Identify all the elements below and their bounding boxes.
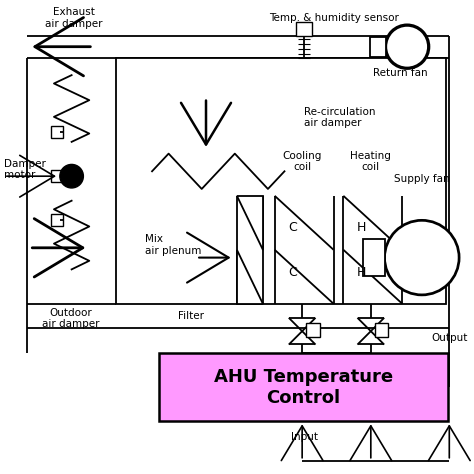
Text: Supply fan: Supply fan (394, 174, 450, 184)
Text: C: C (288, 221, 297, 234)
Polygon shape (237, 196, 263, 250)
Circle shape (385, 25, 428, 68)
Text: H: H (356, 221, 366, 234)
Text: Heating
coil: Heating coil (350, 151, 391, 172)
Bar (159, 353, 448, 421)
Text: Damper
motor: Damper motor (4, 158, 46, 180)
Bar (51, 214, 63, 226)
Bar (375, 323, 389, 337)
Text: Cooling
coil: Cooling coil (283, 151, 322, 172)
Text: Return fan: Return fan (373, 68, 428, 78)
Text: Re-circulation
air damper: Re-circulation air damper (304, 107, 375, 128)
Text: AHU Temperature
Control: AHU Temperature Control (214, 368, 392, 407)
Bar (51, 170, 63, 182)
Text: Filter: Filter (178, 311, 204, 321)
Polygon shape (237, 250, 263, 304)
Text: Outdoor
air damper: Outdoor air damper (42, 308, 100, 329)
Bar (51, 126, 63, 138)
Text: Output: Output (432, 333, 468, 343)
Text: Temp. & humidity sensor: Temp. & humidity sensor (269, 13, 399, 23)
Text: Mix
air plenum: Mix air plenum (145, 234, 201, 255)
Circle shape (384, 220, 459, 295)
Bar (363, 239, 384, 276)
Text: C: C (288, 266, 297, 279)
Bar (370, 37, 385, 56)
Bar (116, 58, 447, 304)
Text: Input: Input (291, 432, 318, 442)
Bar (306, 323, 320, 337)
Circle shape (60, 164, 83, 188)
Bar (296, 22, 312, 36)
Text: Exhaust
air damper: Exhaust air damper (45, 8, 102, 29)
Text: H: H (356, 266, 366, 279)
